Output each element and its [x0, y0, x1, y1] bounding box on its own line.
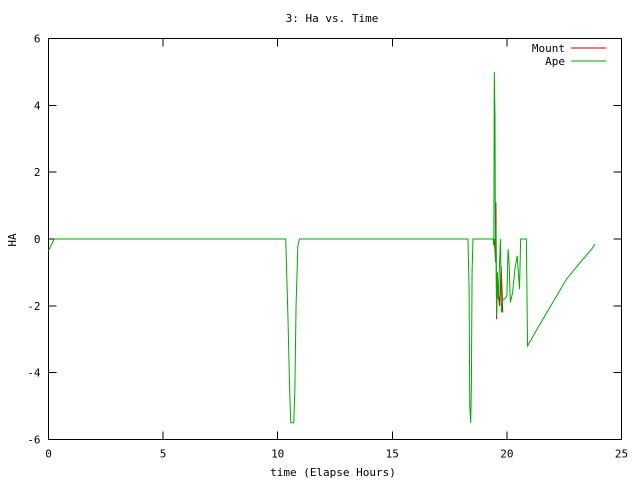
- legend-label-ape: Ape: [545, 55, 565, 68]
- tick-labels: 0 5 10 15 20 25 -6 -4 -2 0 2 4 6: [27, 33, 628, 461]
- y-tick-label: 4: [34, 99, 41, 112]
- legend-label-mount: Mount: [532, 42, 565, 55]
- y-tick-label: -2: [27, 300, 40, 313]
- series-line-ape: [48, 71, 596, 424]
- y-tick-label: 2: [34, 166, 41, 179]
- chart-title: 3: Ha vs. Time: [286, 12, 379, 25]
- series-layer: [48, 71, 596, 424]
- x-tick-label: 5: [160, 448, 167, 461]
- ticks: [48, 38, 622, 440]
- x-tick-label: 15: [386, 448, 399, 461]
- x-tick-label: 0: [45, 448, 52, 461]
- x-tick-label: 25: [615, 448, 628, 461]
- y-tick-label: -6: [27, 434, 40, 447]
- legend: Mount Ape: [532, 42, 606, 68]
- x-tick-label: 20: [500, 448, 513, 461]
- y-tick-label: -4: [27, 367, 41, 380]
- y-axis-label: HA: [6, 233, 19, 247]
- y-tick-label: 0: [34, 233, 41, 246]
- x-tick-label: 10: [271, 448, 284, 461]
- x-axis-label: time (Elapse Hours): [270, 466, 396, 479]
- y-tick-label: 6: [34, 33, 41, 46]
